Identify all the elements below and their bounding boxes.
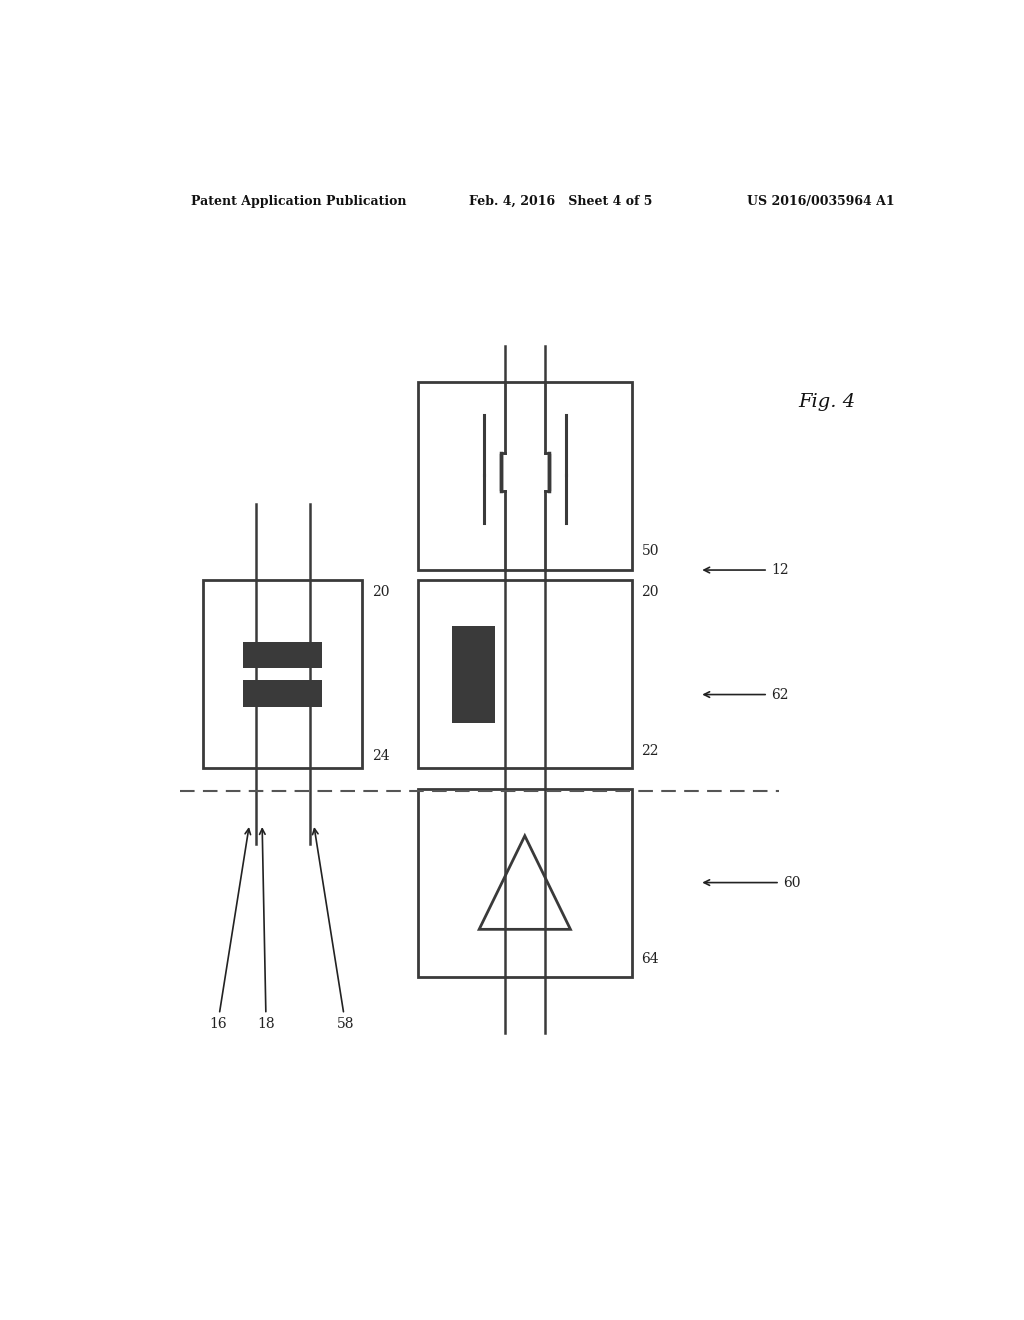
Bar xyxy=(452,626,496,722)
Bar xyxy=(418,381,632,570)
Bar xyxy=(243,642,323,668)
Text: 50: 50 xyxy=(641,544,659,558)
Text: Fig. 4: Fig. 4 xyxy=(799,393,856,412)
Text: 24: 24 xyxy=(372,750,389,763)
Text: 16: 16 xyxy=(209,829,251,1031)
Polygon shape xyxy=(479,836,570,929)
Text: 58: 58 xyxy=(312,829,354,1031)
Text: US 2016/0035964 A1: US 2016/0035964 A1 xyxy=(748,194,895,207)
Text: 20: 20 xyxy=(641,585,659,599)
Text: 12: 12 xyxy=(705,564,788,577)
Bar xyxy=(243,680,323,706)
Text: Feb. 4, 2016   Sheet 4 of 5: Feb. 4, 2016 Sheet 4 of 5 xyxy=(469,194,652,207)
Text: 62: 62 xyxy=(705,688,788,701)
Text: Patent Application Publication: Patent Application Publication xyxy=(191,194,407,207)
Bar xyxy=(418,788,632,977)
Text: 18: 18 xyxy=(257,829,274,1031)
Text: 60: 60 xyxy=(705,875,800,890)
Text: 64: 64 xyxy=(641,953,659,966)
Text: 20: 20 xyxy=(372,585,389,599)
Text: 22: 22 xyxy=(641,744,659,758)
Bar xyxy=(204,581,362,768)
Bar xyxy=(418,581,632,768)
